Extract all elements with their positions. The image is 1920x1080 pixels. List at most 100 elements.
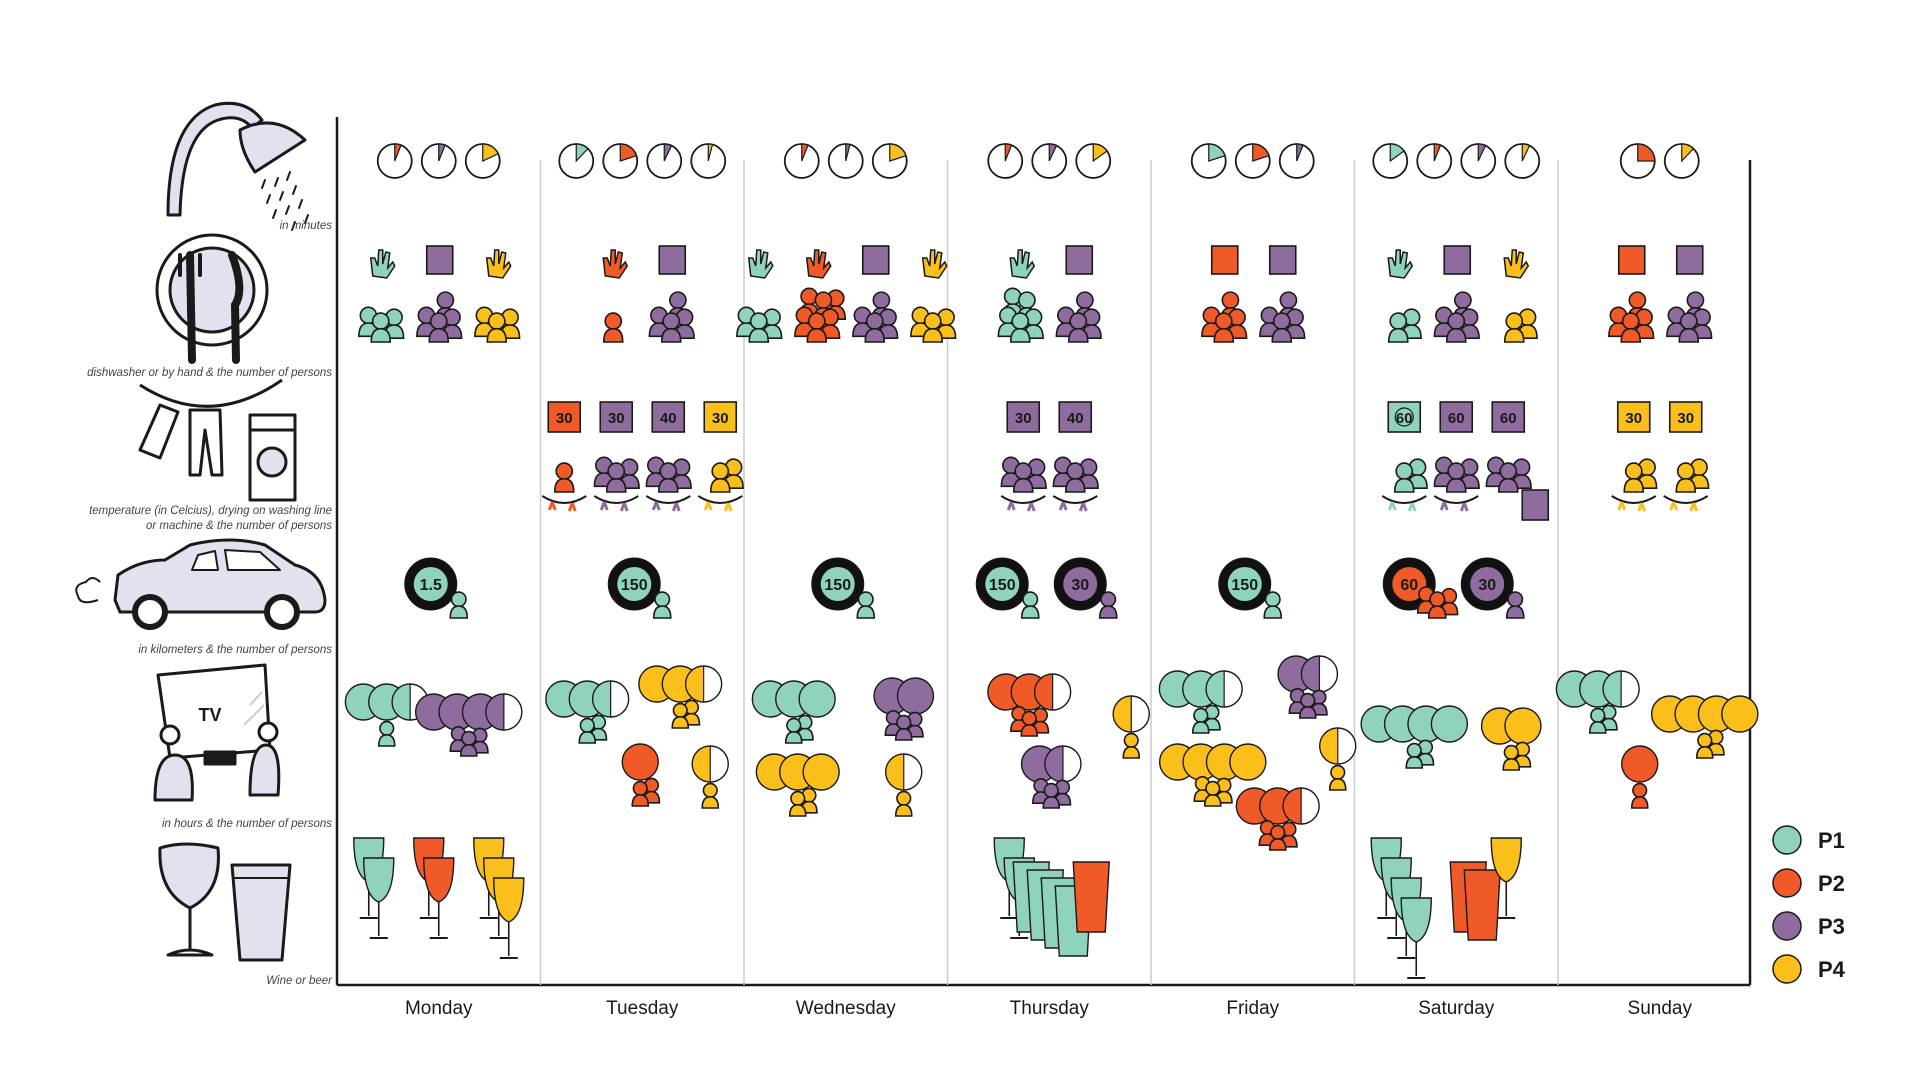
dish-entry <box>1201 245 1248 343</box>
person-head <box>1018 291 1036 310</box>
laundry-temperature: 30 <box>1015 410 1032 427</box>
laundry-temperature: 30 <box>608 410 625 427</box>
shower-row-label: in minutes <box>280 220 333 232</box>
person-head <box>1447 312 1466 330</box>
person-head <box>1624 462 1643 480</box>
person-body <box>1213 327 1235 343</box>
distance-badge-fill <box>820 567 855 601</box>
person-body <box>1271 327 1293 343</box>
data-marks: 30 30 40 30 30 40 60 60 60 30 30 1.5 150 150 150 30 150 6… <box>344 143 1759 979</box>
laundry-row-label-2: or machine & the number of persons <box>146 520 332 532</box>
drinks-icon <box>158 842 292 962</box>
tv-hour <box>1721 695 1759 733</box>
person-body <box>1620 327 1642 343</box>
shower-clock <box>558 143 595 179</box>
person-head <box>1590 707 1606 724</box>
distance-badge-fill <box>1227 567 1262 601</box>
legend-label: P4 <box>1818 957 1846 982</box>
person-body <box>605 477 627 493</box>
tv-hour-half <box>1282 787 1302 825</box>
dryer-machine-icon <box>1521 489 1550 521</box>
person-head <box>659 462 678 480</box>
person-head <box>865 312 884 330</box>
dish-entry <box>794 249 847 343</box>
person-head <box>1076 291 1094 310</box>
clock-wedge <box>1252 143 1270 162</box>
person-head <box>786 717 802 734</box>
person-body <box>631 793 650 807</box>
hanging-clothes <box>703 501 733 512</box>
person-body <box>1675 477 1697 493</box>
dish-entry <box>852 245 899 343</box>
shower-clock <box>1031 143 1068 179</box>
washing-machine-icon <box>1616 401 1651 433</box>
person-head <box>607 462 626 480</box>
washing-machine-icon <box>703 401 738 433</box>
washing-line <box>697 495 743 504</box>
beer-glass <box>1072 861 1110 933</box>
dishwasher-icon <box>1268 245 1297 275</box>
person-head <box>807 312 826 330</box>
distance-value: 150 <box>824 577 851 594</box>
car-trip: 30 <box>1053 557 1118 619</box>
tv-session <box>1020 745 1082 809</box>
laundry-icon <box>138 378 297 502</box>
hand-icon <box>747 249 774 279</box>
clock-wedge <box>1521 143 1531 162</box>
person-head <box>1123 732 1139 749</box>
tv-session <box>1319 727 1357 791</box>
distance-value: 150 <box>621 577 648 594</box>
person-head <box>654 591 671 608</box>
person-head <box>872 291 891 310</box>
washing-machine-icon <box>547 401 582 433</box>
wine-glass <box>1400 897 1432 943</box>
tv-hour-half <box>1112 695 1132 733</box>
dish-entry <box>602 249 629 343</box>
clock-wedge <box>1477 143 1487 162</box>
person-body <box>1445 477 1467 493</box>
person-head <box>1429 591 1446 608</box>
person-head <box>896 714 912 731</box>
person-body <box>701 795 720 809</box>
washing-drum <box>1394 407 1414 427</box>
person-body <box>922 327 944 343</box>
hanging-clothes <box>1439 501 1469 512</box>
car-trip: 150 <box>975 557 1040 619</box>
tv-session <box>751 680 836 744</box>
legend-label: P1 <box>1818 828 1845 853</box>
person-head <box>579 717 595 734</box>
clock-wedge <box>845 143 851 162</box>
hanging-clothes <box>1617 501 1647 512</box>
person-body <box>788 803 807 817</box>
person-body <box>894 803 913 817</box>
hand-icon <box>1387 249 1414 279</box>
person-head <box>814 291 833 310</box>
tv-hour-half <box>885 753 905 791</box>
hand-icon <box>369 249 396 279</box>
person-body <box>1502 757 1521 771</box>
dish-entry <box>416 245 463 343</box>
tv-session <box>638 665 723 729</box>
dish-entry <box>1259 245 1306 343</box>
person-body <box>1505 605 1525 619</box>
person-body <box>1405 755 1424 769</box>
dishes-row-label: dishwasher or by hand & the number of pe… <box>87 367 332 379</box>
distance-badge-fill <box>1392 567 1427 601</box>
tv-session <box>1555 670 1640 734</box>
car-trip: 30 <box>1460 557 1525 619</box>
distance-value: 150 <box>1231 577 1258 594</box>
tv-hour <box>621 743 659 781</box>
hand-icon <box>1503 249 1530 279</box>
legend-label: P2 <box>1818 871 1845 896</box>
person-body <box>1263 605 1283 619</box>
clock-wedge <box>707 143 714 162</box>
tv-hour <box>896 677 935 715</box>
shower-clock <box>783 143 820 179</box>
washing-machine-icon <box>1491 401 1526 433</box>
shower-clock <box>1372 143 1409 179</box>
clock-wedge <box>1004 143 1013 162</box>
person-body <box>1009 327 1031 343</box>
dishwasher-icon <box>1675 245 1704 275</box>
legend-swatch <box>1772 868 1802 898</box>
